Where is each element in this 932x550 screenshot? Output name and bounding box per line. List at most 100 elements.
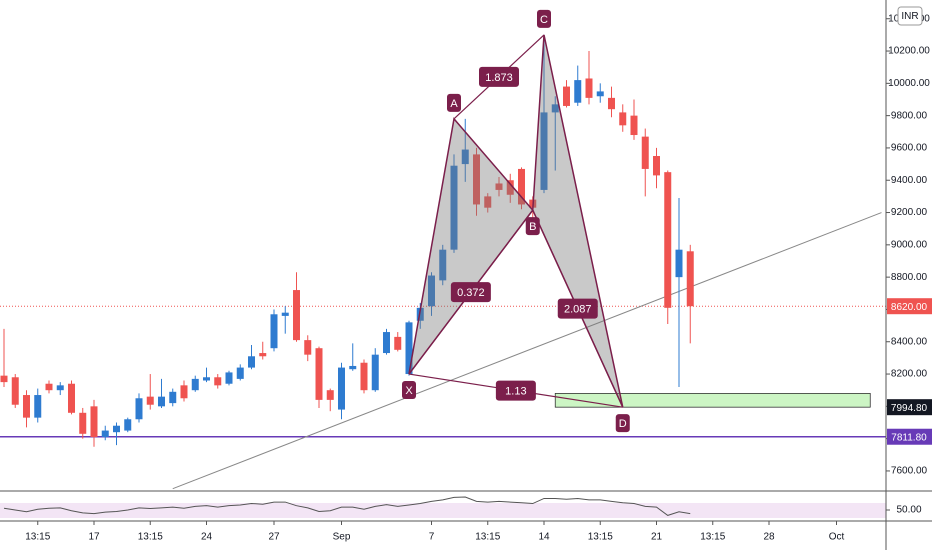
candle-body [203, 377, 210, 381]
price-badges: 8620.00 7994.80 7811.80 [887, 298, 932, 445]
currency-label: INR [901, 11, 918, 22]
x-tick-label: 7 [429, 532, 435, 543]
candle-body [56, 385, 64, 391]
candle-body [293, 290, 300, 341]
candle-body [214, 377, 222, 386]
candle-body [326, 390, 334, 400]
candle-body [473, 154, 480, 205]
candle-body [101, 430, 109, 438]
point-box [537, 9, 551, 28]
point-label: C [540, 14, 548, 26]
ratio-box [495, 380, 536, 401]
point-label: X [405, 385, 413, 397]
candle-body [248, 356, 255, 368]
candle-body [90, 406, 98, 438]
candle-body [461, 149, 469, 165]
ratio-label: 1.873 [485, 72, 513, 84]
candle-body [360, 362, 368, 391]
y-tick-label: 10200.00 [888, 46, 930, 57]
indicator-band [0, 503, 886, 518]
y-tick-label: 10000.00 [888, 78, 930, 89]
candle-body [585, 78, 593, 98]
candle-body [45, 383, 53, 391]
candle-body [540, 112, 548, 190]
candle-body [11, 377, 19, 405]
point-label: D [619, 418, 627, 430]
y-tick-label: 9600.00 [891, 143, 928, 154]
candle-body [630, 115, 638, 136]
candle-body [686, 251, 694, 307]
y-tick-label: 8200.00 [891, 369, 928, 380]
y-tick-label: 7600.00 [891, 466, 928, 477]
point-box [402, 381, 416, 400]
x-tick-label: 13:15 [25, 532, 50, 543]
candle-body [304, 340, 312, 355]
candle-body [653, 156, 660, 176]
candle-body [394, 336, 402, 350]
y-tick-label: 8400.00 [891, 336, 928, 347]
price-badge-label: 7811.80 [891, 432, 927, 443]
x-tick-label: Oct [829, 532, 845, 543]
y-tick-label: 9800.00 [891, 110, 928, 121]
ratio-box [450, 282, 491, 303]
point-label: B [529, 221, 536, 233]
x-tick-label: 13:15 [588, 532, 613, 543]
candle-body [315, 348, 323, 400]
y-tick-label: 8800.00 [891, 272, 928, 283]
x-tick-label: 14 [538, 532, 550, 543]
ratio-label: 0.372 [457, 287, 485, 299]
candle-body [574, 80, 582, 103]
point-box [615, 414, 630, 433]
candle-body [450, 165, 458, 250]
candle-body [124, 419, 132, 431]
candle-body [439, 249, 447, 281]
candle-body [79, 412, 87, 434]
indicator-pane: 50.00 [3, 496, 922, 516]
candle-body [495, 183, 503, 190]
candle-body [596, 91, 604, 97]
ratio-label: 1.13 [505, 386, 526, 398]
indicator-line [3, 496, 691, 516]
candle-body [338, 367, 345, 410]
candle-body [371, 354, 379, 391]
x-tick-label: 17 [88, 532, 100, 543]
candle-body [0, 375, 8, 383]
candle-body [428, 275, 435, 307]
y-tick-label: 9400.00 [891, 175, 928, 186]
candle-body [68, 383, 75, 413]
y-tick-label: 9200.00 [891, 207, 928, 218]
x-tick-label: 24 [201, 532, 213, 543]
candle-body [641, 136, 649, 169]
candle-body [405, 322, 413, 375]
x-tick-label: Sep [333, 532, 351, 543]
candle-body [383, 332, 390, 354]
candle-body [23, 395, 30, 418]
point-label: A [450, 98, 458, 110]
price-badge [887, 399, 932, 416]
candle-body [158, 396, 165, 407]
candle-body [113, 425, 120, 433]
candle-body [563, 86, 570, 106]
candle-body [675, 249, 683, 278]
x-tick-label: 13:15 [475, 532, 500, 543]
candle-body [180, 385, 188, 399]
candle-body [281, 312, 289, 316]
currency-badge[interactable] [897, 6, 923, 26]
candle-body [664, 172, 672, 308]
candle-body [169, 391, 177, 404]
trendline [172, 212, 882, 490]
ratio-box [479, 66, 519, 87]
x-tick-label: 27 [268, 532, 280, 543]
x-tick-label: 21 [651, 532, 663, 543]
x-tick-label: 13:15 [138, 532, 163, 543]
price-pane: 1.873 0.372 2.087 1.13 X A B C D [0, 9, 886, 490]
ratio-label: 2.087 [564, 304, 592, 316]
candle-body [619, 112, 627, 126]
candle-body [135, 398, 143, 420]
candle-body [270, 314, 278, 349]
candle-body [608, 97, 615, 110]
candle-body [236, 367, 244, 379]
ratio-box [557, 298, 598, 319]
candle-body [34, 395, 42, 418]
